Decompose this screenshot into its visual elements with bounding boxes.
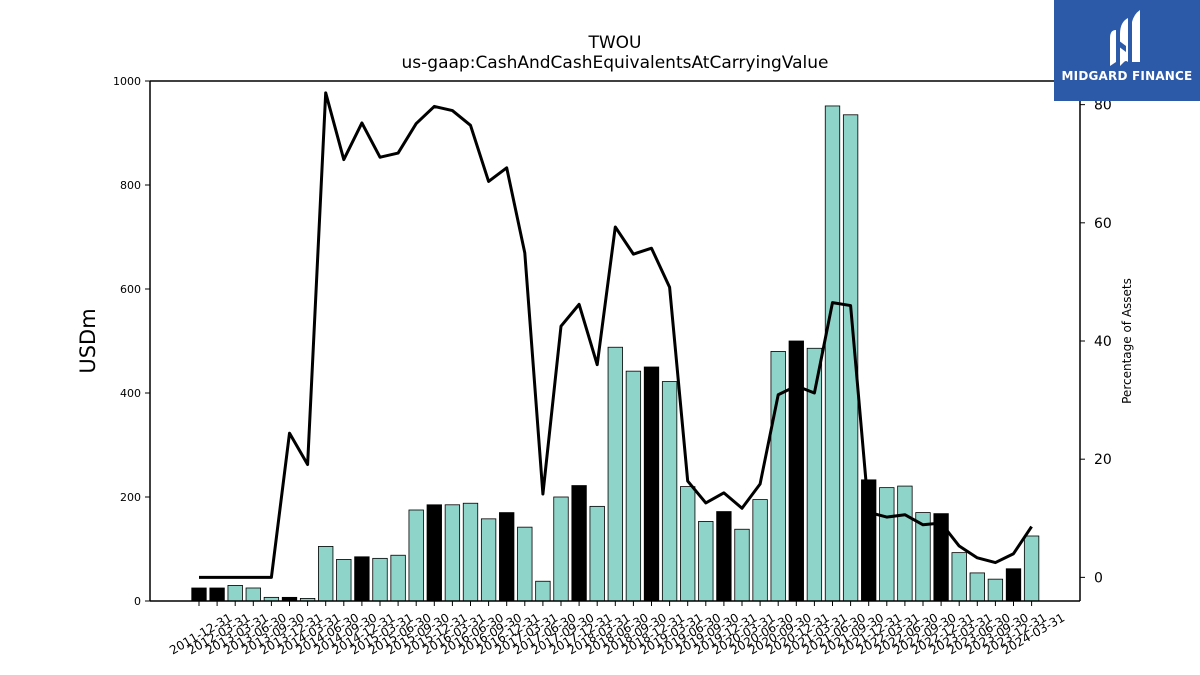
y-tick-label: 1000 — [113, 75, 141, 88]
y2-tick-label: 40 — [1094, 334, 1112, 350]
bar — [643, 366, 660, 602]
percentage-line — [199, 91, 1033, 579]
x-axis-ticks: 2011-12-312012-03-312013-03-312013-06-30… — [167, 601, 1067, 657]
bar — [517, 526, 533, 602]
y2-axis-label: Percentage of Assets — [1120, 278, 1134, 404]
midgard-finance-logo: MIDGARD FINANCE — [1054, 0, 1200, 101]
bar — [408, 509, 424, 602]
bar — [462, 502, 479, 602]
bar — [734, 528, 750, 602]
y2-tick-label: 0 — [1094, 570, 1103, 586]
chart-title: TWOU — [587, 33, 641, 53]
y-tick-label: 800 — [120, 179, 141, 192]
bar — [589, 505, 605, 602]
bar — [824, 105, 841, 602]
bar — [245, 587, 261, 602]
bar — [390, 554, 406, 602]
bar — [318, 546, 334, 602]
bar — [698, 521, 714, 602]
bar — [607, 346, 623, 602]
bar — [209, 587, 225, 602]
bar — [444, 504, 461, 602]
bar — [535, 580, 551, 602]
bar — [336, 559, 352, 602]
left-axis-ticks: 0 200 400 600 800 1000 — [113, 75, 150, 608]
y-tick-label: 600 — [120, 283, 141, 296]
y2-tick-label: 80 — [1094, 98, 1112, 114]
bar — [191, 587, 207, 602]
bar — [553, 496, 569, 602]
bar — [969, 572, 985, 602]
y2-tick-label: 60 — [1094, 216, 1112, 232]
y-tick-label: 400 — [120, 387, 141, 400]
line-series — [199, 91, 1033, 579]
bar — [752, 499, 768, 602]
y-tick-label: 200 — [120, 491, 141, 504]
bar — [716, 511, 732, 602]
bar — [680, 486, 696, 602]
bar — [499, 512, 515, 602]
bar — [987, 578, 1004, 602]
bar — [1005, 568, 1022, 602]
bar-series — [191, 105, 1040, 602]
right-axis-ticks: 0 20 40 60 80 — [1080, 98, 1112, 586]
bar — [625, 370, 642, 602]
chart-subtitle: us-gaap:CashAndCashEquivalentsAtCarrying… — [402, 53, 829, 73]
bar — [480, 518, 497, 602]
y2-tick-label: 20 — [1094, 452, 1112, 468]
logo-text: MIDGARD FINANCE — [1061, 69, 1193, 83]
bar — [1023, 535, 1040, 602]
y-axis-label: USDm — [76, 308, 100, 373]
bar — [426, 504, 442, 602]
bar — [571, 485, 587, 602]
bar — [788, 340, 804, 602]
bar — [354, 556, 370, 602]
bar — [897, 485, 913, 602]
bar — [770, 350, 786, 602]
bar — [661, 381, 678, 602]
bar — [227, 585, 243, 602]
bar — [879, 487, 895, 602]
bar — [933, 513, 949, 602]
bar — [372, 557, 388, 602]
midgard-m-icon — [1110, 10, 1140, 66]
y-tick-label: 0 — [134, 595, 141, 608]
bar — [951, 552, 967, 602]
